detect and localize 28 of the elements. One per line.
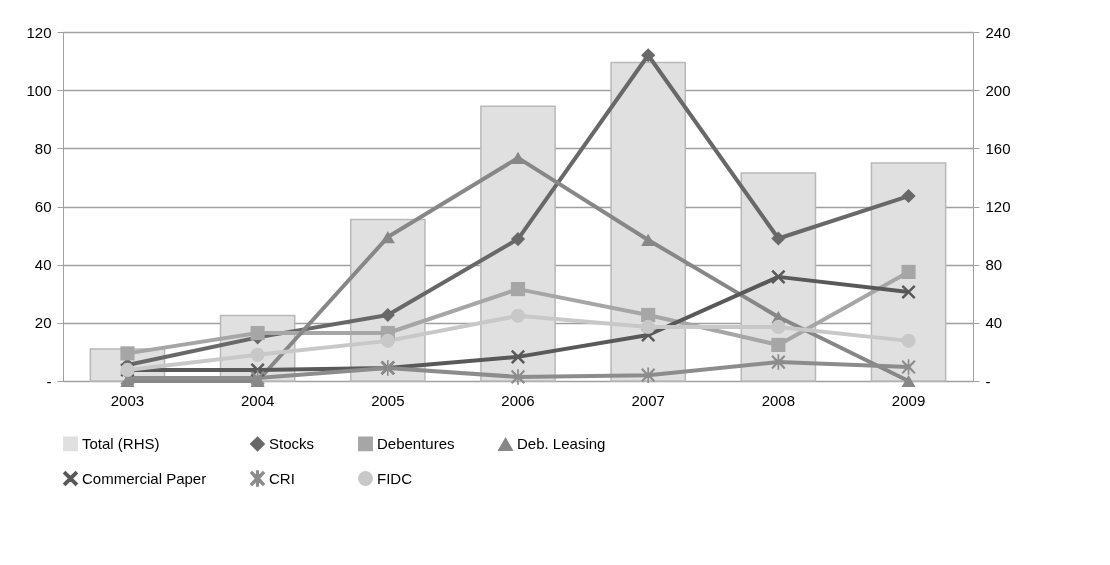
x-tick-label: 2004: [240, 391, 275, 409]
x-tick-label: 2007: [631, 391, 665, 409]
y-tick-label: 40: [34, 256, 52, 274]
x-tick-label: 2005: [371, 391, 405, 409]
y2-tick-label: 160: [985, 139, 1011, 157]
legend-label: Stocks: [269, 434, 315, 452]
x-tick-label: 2008: [761, 391, 796, 409]
y2-tick-label: 80: [985, 256, 1003, 274]
y-tick-label: 80: [34, 139, 52, 157]
y2-tick-label: 40: [985, 314, 1003, 332]
y-tick-label: 60: [34, 198, 52, 215]
y-tick-label: 20: [34, 314, 52, 332]
legend-label: FIDC: [377, 469, 413, 487]
y2-tick-label: 200: [985, 81, 1011, 99]
y-tick-label: -: [46, 372, 52, 390]
legend-label: Deb. Leasing: [517, 435, 606, 453]
legend-label: Total (RHS): [82, 434, 160, 452]
y2-tick-label: 240: [985, 23, 1011, 41]
legend-label: CRI: [269, 469, 295, 487]
x-tick-label: 2006: [501, 391, 535, 409]
legend-label: Commercial Paper: [82, 469, 207, 487]
legend-label: Debentures: [377, 434, 455, 452]
y-tick-label: 120: [26, 23, 52, 41]
y2-tick-label: -: [985, 372, 991, 390]
y-tick-label: 100: [26, 81, 52, 99]
x-tick-label: 2009: [891, 391, 926, 409]
x-tick-label: 2003: [110, 391, 145, 409]
y2-tick-label: 120: [985, 198, 1011, 215]
